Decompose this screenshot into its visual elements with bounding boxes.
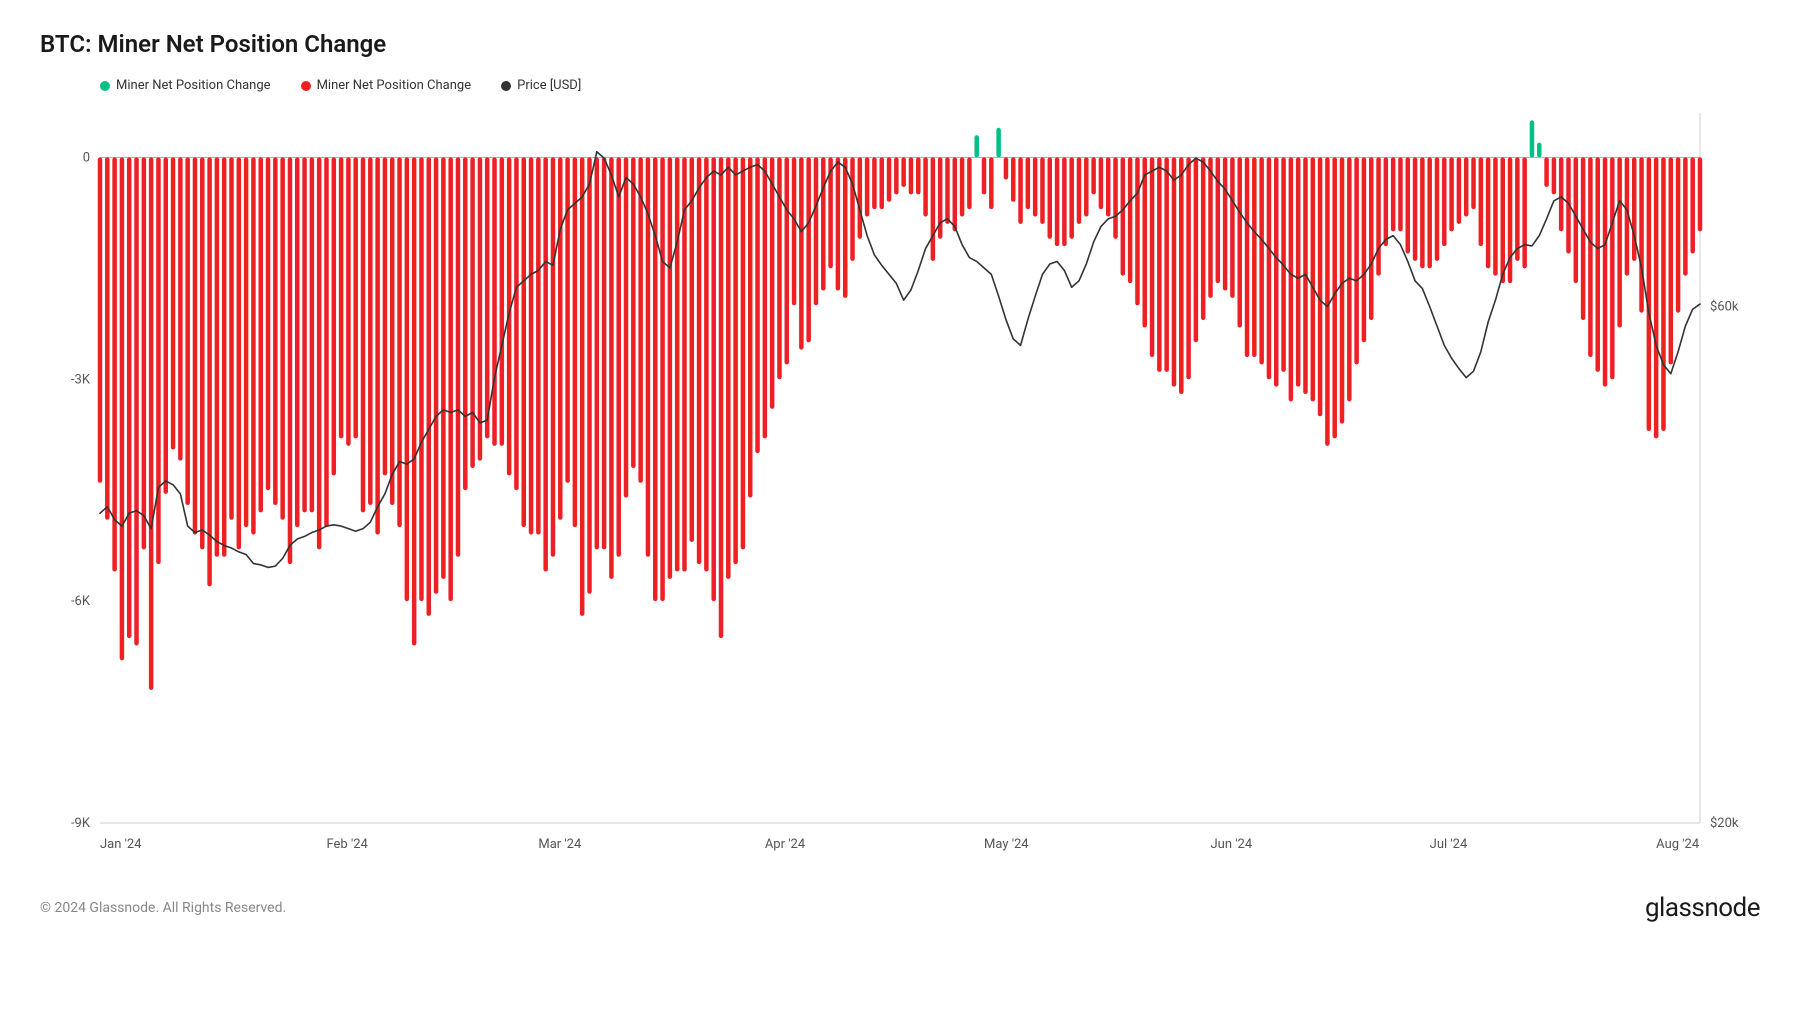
svg-text:-6K: -6K — [71, 594, 91, 609]
legend-marker-icon — [501, 81, 511, 91]
legend-label: Miner Net Position Change — [317, 78, 472, 93]
svg-text:Apr '24: Apr '24 — [765, 837, 806, 852]
svg-text:$20k: $20k — [1710, 816, 1739, 831]
chart-title: BTC: Miner Net Position Change — [40, 30, 1760, 58]
svg-text:Aug '24: Aug '24 — [1656, 837, 1700, 852]
legend-item-positive: Miner Net Position Change — [100, 78, 271, 93]
svg-text:Jan '24: Jan '24 — [100, 837, 142, 852]
legend-item-negative: Miner Net Position Change — [301, 78, 472, 93]
footer: © 2024 Glassnode. All Rights Reserved. g… — [40, 883, 1760, 933]
svg-text:Mar '24: Mar '24 — [538, 837, 582, 852]
chart-svg: 0 -3K -6K -9K $60k $20k Jan '24 Feb '24 Mar '24 A… — [40, 103, 1760, 863]
legend-label: Price [USD] — [517, 78, 581, 93]
legend-label: Miner Net Position Change — [116, 78, 271, 93]
svg-text:May '24: May '24 — [984, 837, 1029, 852]
chart-legend: Miner Net Position Change Miner Net Posi… — [100, 78, 1760, 93]
svg-text:Jun '24: Jun '24 — [1211, 837, 1253, 852]
legend-marker-icon — [301, 81, 311, 91]
svg-text:-3K: -3K — [71, 372, 91, 387]
legend-marker-icon — [100, 81, 110, 91]
copyright-text: © 2024 Glassnode. All Rights Reserved. — [40, 900, 286, 916]
chart-area: 0 -3K -6K -9K $60k $20k Jan '24 Feb '24 Mar '24 A… — [40, 103, 1760, 863]
legend-item-price: Price [USD] — [501, 78, 581, 93]
brand-logo: glassnode — [1645, 893, 1760, 923]
svg-text:-9K: -9K — [71, 816, 91, 831]
svg-text:$60k: $60k — [1710, 300, 1739, 315]
svg-text:Feb '24: Feb '24 — [326, 837, 368, 852]
svg-text:Jul '24: Jul '24 — [1430, 837, 1468, 852]
svg-text:0: 0 — [83, 150, 90, 165]
